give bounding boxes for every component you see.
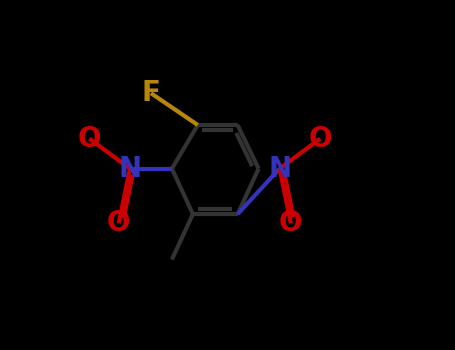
Text: O: O (78, 125, 101, 153)
Text: O: O (308, 125, 332, 153)
Text: O: O (107, 209, 131, 237)
Text: O: O (279, 209, 303, 237)
Text: N: N (118, 155, 142, 183)
Text: N: N (268, 155, 291, 183)
Text: F: F (142, 79, 160, 107)
